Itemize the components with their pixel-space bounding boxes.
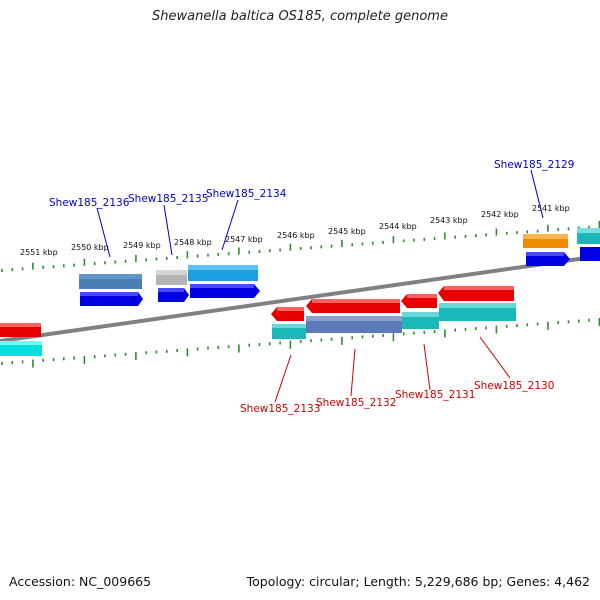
scale-label-2550: 2550 kbp [71,243,109,252]
outer-scale-ticks [1,221,600,272]
gene-labels: Shew185_2136 Shew185_2135 Shew185_2134 S… [49,159,574,415]
scale-label-2547: 2547 kbp [225,235,263,244]
reverse-feature-row [0,303,516,356]
gene-label-shew185-2134[interactable]: Shew185_2134 [206,188,287,200]
inner-scale-ticks [1,318,600,368]
callout-line-2129 [530,169,544,219]
gene-label-shew185-2135[interactable]: Shew185_2135 [128,193,208,205]
scale-label-2541: 2541 kbp [532,204,570,213]
scale-label-2543: 2543 kbp [430,216,468,225]
callout-line-2135 [163,204,173,256]
callout-line-2133 [274,354,292,403]
callout-line-2136 [96,207,111,258]
scale-label-2548: 2548 kbp [174,238,212,247]
scale-label-2542: 2542 kbp [481,210,519,219]
forward-feature-row [79,228,600,289]
accession-text: Accession: NC_009665 [9,574,152,589]
callout-line-2131 [423,343,431,391]
scale-label-2551: 2551 kbp [20,248,58,257]
genome-backbone [0,254,600,343]
callout-line-2134 [221,199,239,251]
scale-label-2546: 2546 kbp [277,231,315,240]
callout-line-2132 [350,348,356,397]
scale-label-2549: 2549 kbp [123,241,161,250]
gene-label-shew185-2130[interactable]: Shew185_2130 [474,380,554,392]
gene-label-shew185-2132[interactable]: Shew185_2132 [316,397,396,409]
gene-label-shew185-2131[interactable]: Shew185_2131 [395,389,475,401]
gene-label-shew185-2133[interactable]: Shew185_2133 [240,403,320,415]
forward-gene-arrows [80,247,600,306]
gene-arrow-fwd-5[interactable] [580,247,600,261]
callout-lines [96,169,544,403]
topology-text: Topology: circular; Length: 5,229,686 bp… [246,574,590,589]
callout-line-2130 [479,336,511,379]
gene-label-shew185-2129[interactable]: Shew185_2129 [494,159,574,171]
scale-label-2544: 2544 kbp [379,222,417,231]
map-title: Shewanella baltica OS185, complete genom… [152,9,448,24]
gene-label-shew185-2136[interactable]: Shew185_2136 [49,197,130,209]
scale-label-2545: 2545 kbp [328,227,366,236]
scale-labels: 2551 kbp 2550 kbp 2549 kbp 2548 kbp 2547… [20,204,570,257]
reverse-gene-arrows [0,286,514,337]
